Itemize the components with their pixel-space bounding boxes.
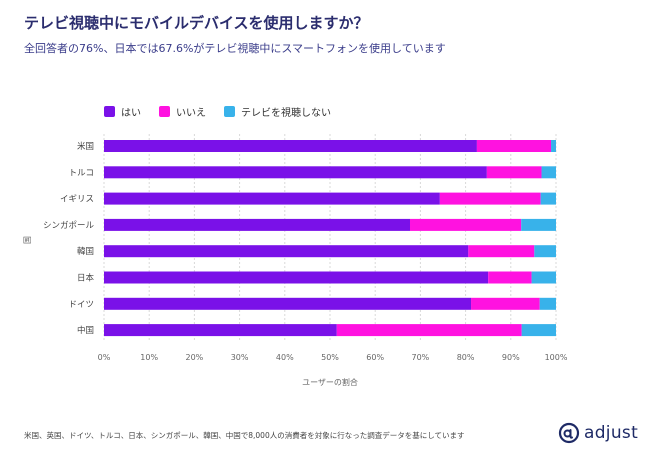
bar-segment [104, 140, 477, 152]
x-tick-label: 20% [186, 353, 204, 362]
bar-segment [531, 271, 556, 284]
adjust-logo: adjust [558, 422, 638, 444]
legend-swatch-no-tv [224, 106, 235, 117]
adjust-logo-text: adjust [584, 423, 639, 443]
x-tick-label: 40% [276, 353, 294, 362]
bar-segment [104, 166, 487, 179]
x-tick-label: 30% [231, 353, 249, 362]
bar-segment [541, 166, 556, 179]
legend-label-no: いいえ [176, 108, 206, 119]
bar-segment [540, 192, 556, 205]
x-tick-label: 70% [412, 353, 430, 362]
bar-segment [539, 297, 556, 310]
category-label: 日本 [77, 273, 95, 284]
bar-segment [410, 218, 522, 231]
y-axis-title: 国 [23, 236, 32, 244]
category-label: ドイツ [68, 300, 94, 310]
x-tick-label: 100% [545, 353, 568, 362]
bar-segment [471, 297, 540, 310]
bar-segment [476, 140, 552, 152]
bar-segment [104, 297, 472, 310]
legend-swatch-no [159, 106, 170, 117]
bar-segment [104, 271, 489, 284]
bar-segment [521, 324, 556, 337]
legend-item-no: いいえ [159, 104, 206, 119]
category-label: シンガポール [43, 220, 95, 231]
x-tick-label: 90% [502, 353, 520, 362]
bar-segment [104, 324, 337, 337]
bar-segment [486, 166, 542, 179]
category-label: トルコ [69, 168, 94, 178]
category-label: 米国 [77, 141, 94, 152]
bar-segment [104, 192, 440, 205]
bar-segment [468, 245, 535, 258]
chart-title: テレビ視聴中にモバイルデバイスを使用しますか？ [24, 14, 369, 32]
x-tick-label: 0% [98, 353, 111, 362]
category-label: 中国 [77, 325, 94, 336]
legend-item-yes: はい [104, 104, 141, 119]
x-tick-label: 10% [140, 353, 158, 362]
footnote: 米国、英国、ドイツ、トルコ、日本、シンガポール、韓国、中国で8,000人の消費者… [24, 431, 465, 440]
bar-segment [551, 140, 556, 152]
bar-segment [104, 218, 411, 231]
bar-segment [104, 245, 469, 258]
bar-segment [439, 192, 541, 205]
legend-swatch-yes [104, 106, 115, 117]
legend-label-no-tv: テレビを視聴しない [241, 108, 331, 119]
bar-segment [488, 271, 532, 284]
x-tick-label: 50% [321, 353, 339, 362]
category-label: 韓国 [77, 246, 94, 257]
chart-subtitle: 全回答者の76%、日本では67.6%がテレビ視聴中にスマートフォンを使用していま… [24, 42, 446, 55]
legend: はい いいえ テレビを視聴しない [104, 104, 349, 119]
legend-item-no-tv: テレビを視聴しない [224, 104, 331, 119]
bar-segment [336, 324, 522, 337]
legend-label-yes: はい [121, 108, 141, 119]
adjust-logo-icon [558, 422, 580, 444]
bar-segment [521, 218, 556, 231]
category-label: イギリス [60, 195, 94, 205]
x-tick-label: 80% [457, 353, 475, 362]
x-axis-title: ユーザーの割合 [302, 377, 358, 387]
bar-segment [534, 245, 556, 258]
x-tick-label: 60% [366, 353, 384, 362]
